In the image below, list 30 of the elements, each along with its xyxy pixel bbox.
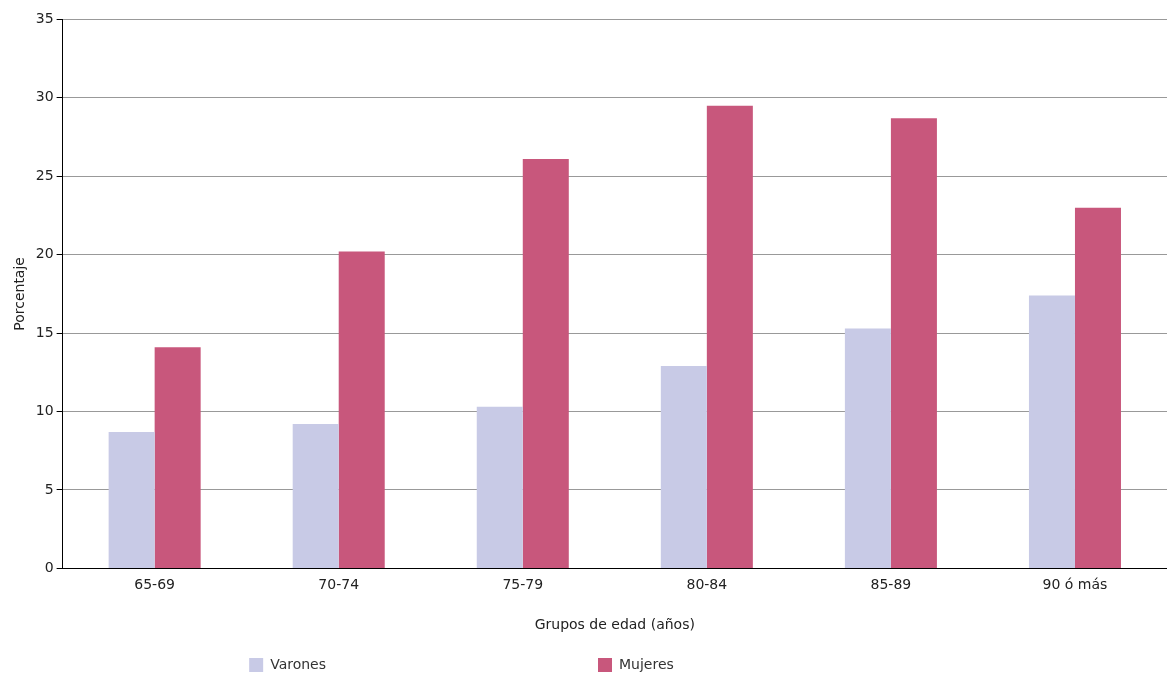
bar (292, 424, 339, 568)
bar (706, 105, 753, 568)
y-tick-label: 15 (35, 323, 54, 340)
legend-label: Mujeres (619, 655, 926, 672)
y-tick-label: 20 (35, 245, 54, 262)
bar (476, 406, 523, 568)
y-axis-title: Porcentaje (11, 257, 28, 331)
x-tick-label: 80-84 (686, 576, 728, 593)
bar (522, 159, 569, 568)
bar (1074, 207, 1121, 568)
x-tick-label: 65-69 (134, 576, 175, 593)
x-tick-label: 90 ó más (1042, 576, 1108, 593)
bar (890, 118, 937, 568)
y-tick-label: 10 (35, 402, 54, 419)
x-tick-label: 75-79 (502, 576, 544, 593)
bar (108, 431, 155, 568)
x-tick-label: 85-89 (870, 576, 912, 593)
bar (1028, 295, 1075, 568)
bar (154, 347, 201, 568)
bar (338, 251, 385, 568)
y-tick-label: 5 (44, 480, 54, 497)
y-tick-label: 25 (35, 166, 54, 183)
bar (844, 328, 891, 568)
y-tick-label: 35 (35, 10, 54, 27)
x-tick-label: 70-74 (318, 576, 360, 593)
x-axis-title: Grupos de edad (años) (534, 616, 695, 633)
bar (660, 366, 707, 568)
y-tick-label: 30 (35, 88, 54, 105)
legend-label: Varones (270, 655, 579, 672)
y-tick-label: 0 (44, 559, 54, 576)
